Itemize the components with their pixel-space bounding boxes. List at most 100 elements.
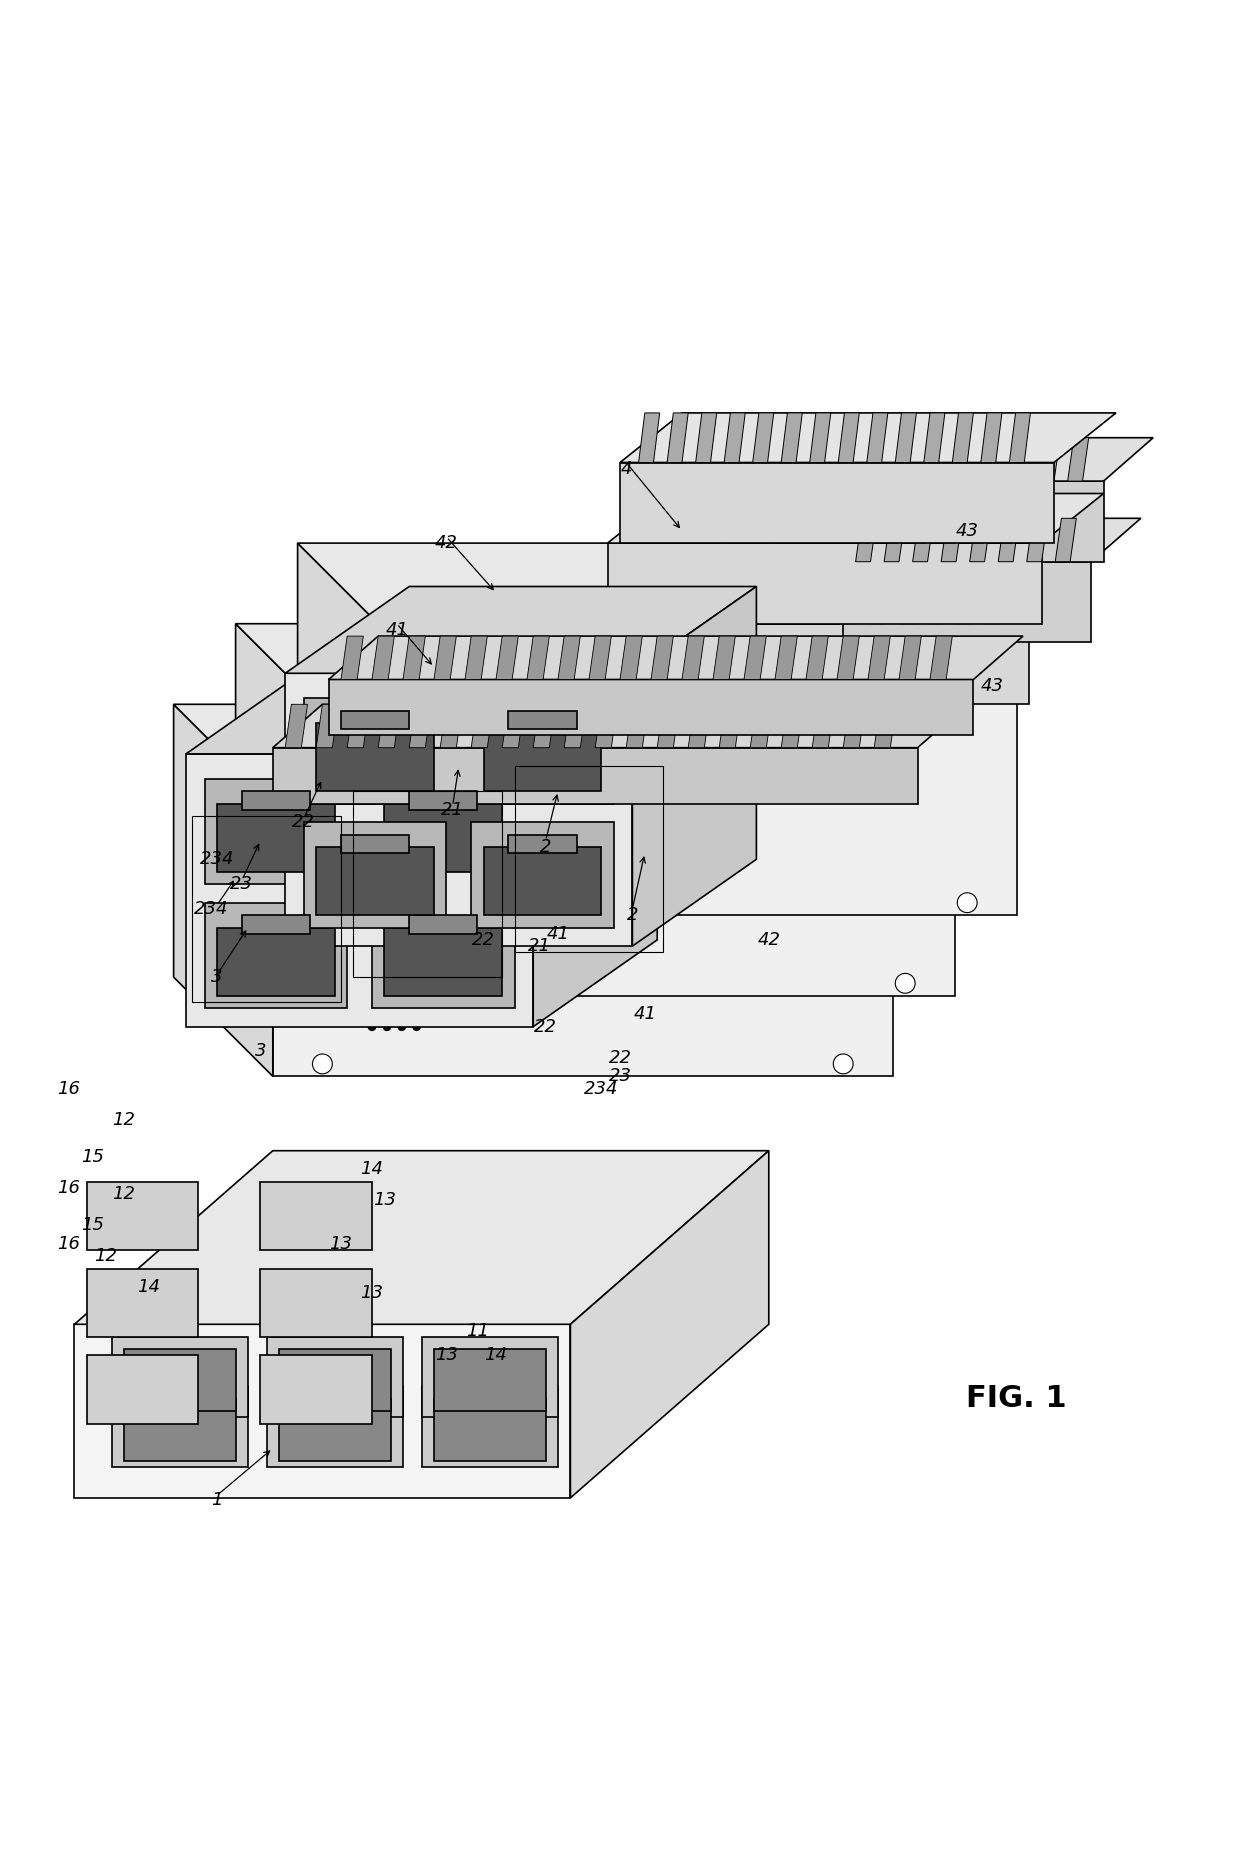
Polygon shape bbox=[124, 1349, 236, 1412]
Polygon shape bbox=[667, 414, 688, 462]
Polygon shape bbox=[502, 705, 525, 748]
Circle shape bbox=[430, 898, 438, 905]
Polygon shape bbox=[688, 705, 711, 748]
Text: 41: 41 bbox=[386, 621, 408, 638]
Text: 22: 22 bbox=[293, 812, 315, 831]
Polygon shape bbox=[838, 414, 859, 462]
Polygon shape bbox=[242, 790, 310, 809]
Polygon shape bbox=[775, 636, 797, 679]
Polygon shape bbox=[242, 915, 310, 933]
Circle shape bbox=[895, 974, 915, 992]
Polygon shape bbox=[267, 1337, 403, 1417]
Circle shape bbox=[507, 833, 515, 840]
Polygon shape bbox=[925, 438, 946, 480]
Polygon shape bbox=[837, 636, 859, 679]
Text: 41: 41 bbox=[634, 1005, 656, 1024]
Text: 14: 14 bbox=[485, 1347, 507, 1363]
Text: 13: 13 bbox=[435, 1347, 458, 1363]
Polygon shape bbox=[826, 493, 847, 544]
Polygon shape bbox=[87, 1182, 198, 1250]
Polygon shape bbox=[750, 705, 773, 748]
Polygon shape bbox=[899, 573, 920, 623]
Polygon shape bbox=[806, 636, 828, 679]
Circle shape bbox=[430, 913, 438, 920]
Circle shape bbox=[436, 892, 456, 913]
Polygon shape bbox=[341, 710, 409, 729]
Polygon shape bbox=[682, 636, 704, 679]
Polygon shape bbox=[651, 636, 673, 679]
Polygon shape bbox=[614, 573, 635, 623]
Polygon shape bbox=[304, 822, 446, 928]
Polygon shape bbox=[1027, 518, 1048, 562]
Polygon shape bbox=[1009, 414, 1030, 462]
Text: 16: 16 bbox=[57, 1080, 79, 1098]
Circle shape bbox=[374, 974, 394, 992]
Circle shape bbox=[413, 978, 420, 985]
Polygon shape bbox=[335, 723, 955, 996]
Polygon shape bbox=[620, 636, 642, 679]
Polygon shape bbox=[867, 414, 888, 462]
Polygon shape bbox=[378, 705, 401, 748]
Polygon shape bbox=[298, 544, 1017, 642]
Polygon shape bbox=[899, 636, 921, 679]
Polygon shape bbox=[533, 705, 556, 748]
Polygon shape bbox=[843, 705, 866, 748]
Polygon shape bbox=[397, 642, 1017, 915]
Circle shape bbox=[312, 1054, 332, 1074]
Polygon shape bbox=[304, 697, 446, 803]
Polygon shape bbox=[471, 822, 614, 928]
Polygon shape bbox=[854, 493, 875, 544]
Text: 3: 3 bbox=[211, 968, 223, 987]
Polygon shape bbox=[911, 493, 932, 544]
Polygon shape bbox=[273, 803, 893, 1076]
Circle shape bbox=[522, 818, 529, 825]
Polygon shape bbox=[285, 705, 308, 748]
Text: 23: 23 bbox=[231, 876, 253, 892]
Text: 2: 2 bbox=[539, 838, 552, 855]
Polygon shape bbox=[671, 573, 692, 623]
Polygon shape bbox=[186, 668, 657, 753]
Polygon shape bbox=[174, 705, 893, 803]
Polygon shape bbox=[1039, 438, 1060, 480]
Polygon shape bbox=[279, 1399, 391, 1460]
Circle shape bbox=[368, 1007, 376, 1015]
Polygon shape bbox=[434, 1399, 546, 1460]
Circle shape bbox=[475, 898, 482, 905]
Text: 13: 13 bbox=[361, 1284, 383, 1302]
Polygon shape bbox=[626, 705, 649, 748]
Polygon shape bbox=[713, 636, 735, 679]
Text: 43: 43 bbox=[956, 521, 978, 540]
Polygon shape bbox=[329, 636, 1023, 679]
Polygon shape bbox=[982, 438, 1003, 480]
Polygon shape bbox=[1011, 438, 1032, 480]
Polygon shape bbox=[642, 573, 663, 623]
Polygon shape bbox=[870, 573, 892, 623]
Polygon shape bbox=[719, 705, 742, 748]
Polygon shape bbox=[981, 414, 1002, 462]
Circle shape bbox=[460, 898, 467, 905]
Polygon shape bbox=[998, 518, 1019, 562]
Polygon shape bbox=[267, 1386, 403, 1467]
Polygon shape bbox=[285, 673, 632, 946]
Polygon shape bbox=[316, 723, 434, 790]
Polygon shape bbox=[384, 928, 502, 996]
Polygon shape bbox=[810, 414, 831, 462]
Circle shape bbox=[383, 992, 391, 1000]
Polygon shape bbox=[728, 573, 749, 623]
Polygon shape bbox=[940, 493, 961, 544]
Polygon shape bbox=[341, 835, 409, 853]
Polygon shape bbox=[868, 636, 890, 679]
Circle shape bbox=[492, 818, 500, 825]
Polygon shape bbox=[112, 1386, 248, 1467]
Polygon shape bbox=[471, 697, 614, 803]
Polygon shape bbox=[895, 414, 916, 462]
Polygon shape bbox=[124, 1399, 236, 1460]
Circle shape bbox=[475, 928, 482, 935]
Polygon shape bbox=[813, 573, 835, 623]
Text: 22: 22 bbox=[534, 1018, 557, 1035]
Polygon shape bbox=[484, 723, 601, 790]
Polygon shape bbox=[279, 1349, 391, 1412]
Polygon shape bbox=[699, 573, 720, 623]
Circle shape bbox=[492, 863, 500, 870]
Polygon shape bbox=[329, 679, 973, 735]
